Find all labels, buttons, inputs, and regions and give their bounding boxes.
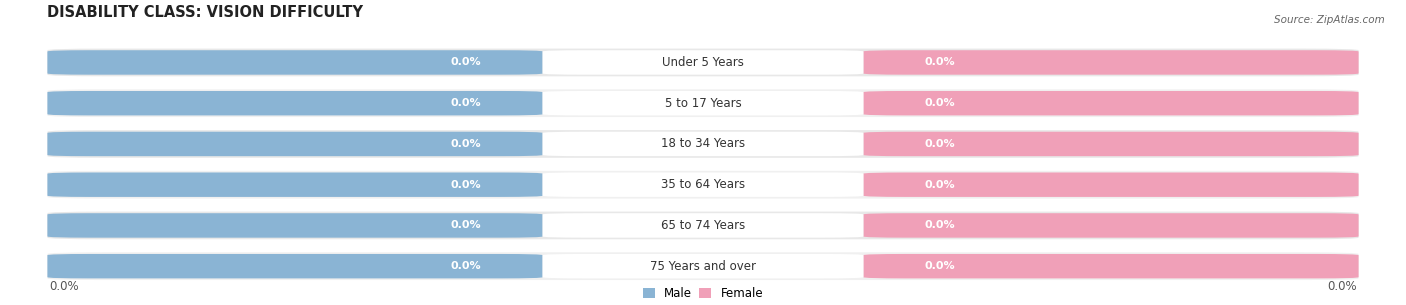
FancyBboxPatch shape: [543, 254, 863, 278]
Text: 0.0%: 0.0%: [450, 180, 481, 190]
FancyBboxPatch shape: [543, 50, 863, 75]
Text: 0.0%: 0.0%: [1327, 280, 1357, 293]
Text: DISABILITY CLASS: VISION DIFFICULTY: DISABILITY CLASS: VISION DIFFICULTY: [48, 5, 363, 20]
FancyBboxPatch shape: [863, 132, 1358, 156]
FancyBboxPatch shape: [48, 50, 543, 75]
Text: 18 to 34 Years: 18 to 34 Years: [661, 138, 745, 150]
FancyBboxPatch shape: [543, 213, 863, 238]
FancyBboxPatch shape: [863, 172, 1358, 197]
FancyBboxPatch shape: [48, 132, 543, 156]
FancyBboxPatch shape: [543, 172, 863, 197]
FancyBboxPatch shape: [48, 172, 543, 197]
Text: 0.0%: 0.0%: [925, 221, 956, 231]
Text: 0.0%: 0.0%: [925, 139, 956, 149]
Text: 0.0%: 0.0%: [925, 98, 956, 108]
Text: 0.0%: 0.0%: [450, 98, 481, 108]
Text: 0.0%: 0.0%: [450, 57, 481, 67]
Text: 75 Years and over: 75 Years and over: [650, 260, 756, 273]
FancyBboxPatch shape: [48, 130, 1358, 158]
FancyBboxPatch shape: [863, 213, 1358, 238]
Text: 0.0%: 0.0%: [49, 280, 79, 293]
FancyBboxPatch shape: [863, 50, 1358, 75]
Text: Under 5 Years: Under 5 Years: [662, 56, 744, 69]
Text: Source: ZipAtlas.com: Source: ZipAtlas.com: [1274, 15, 1385, 25]
FancyBboxPatch shape: [48, 252, 1358, 280]
Text: 0.0%: 0.0%: [450, 139, 481, 149]
FancyBboxPatch shape: [863, 91, 1358, 115]
Text: 5 to 17 Years: 5 to 17 Years: [665, 97, 741, 110]
Text: 0.0%: 0.0%: [925, 261, 956, 271]
Text: 0.0%: 0.0%: [925, 180, 956, 190]
FancyBboxPatch shape: [543, 91, 863, 115]
Text: 0.0%: 0.0%: [925, 57, 956, 67]
Legend: Male, Female: Male, Female: [643, 287, 763, 300]
FancyBboxPatch shape: [863, 254, 1358, 278]
Text: 0.0%: 0.0%: [450, 221, 481, 231]
FancyBboxPatch shape: [48, 91, 543, 115]
FancyBboxPatch shape: [48, 89, 1358, 117]
Text: 65 to 74 Years: 65 to 74 Years: [661, 219, 745, 232]
FancyBboxPatch shape: [48, 212, 1358, 239]
FancyBboxPatch shape: [48, 48, 1358, 76]
Text: 35 to 64 Years: 35 to 64 Years: [661, 178, 745, 191]
FancyBboxPatch shape: [543, 132, 863, 156]
FancyBboxPatch shape: [48, 171, 1358, 199]
FancyBboxPatch shape: [48, 254, 543, 278]
Text: 0.0%: 0.0%: [450, 261, 481, 271]
FancyBboxPatch shape: [48, 213, 543, 238]
